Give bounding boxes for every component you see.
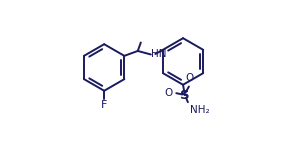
Text: S: S xyxy=(180,89,190,102)
Text: HN: HN xyxy=(151,49,167,59)
Text: O: O xyxy=(185,73,193,83)
Text: F: F xyxy=(101,100,107,110)
Text: NH₂: NH₂ xyxy=(190,105,209,115)
Text: O: O xyxy=(165,88,173,98)
